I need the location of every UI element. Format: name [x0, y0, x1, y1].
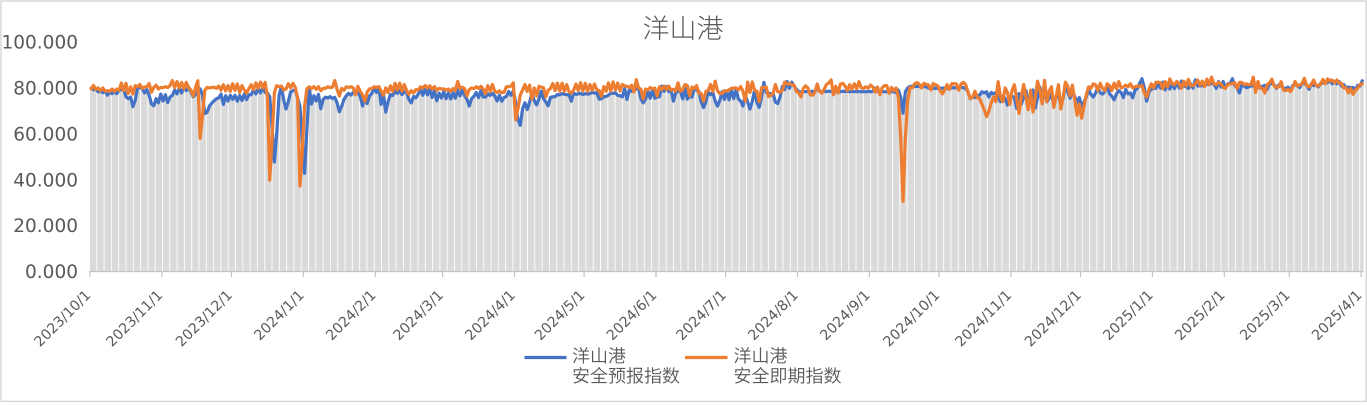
x-tick-label: 2024/2/1 [323, 288, 379, 344]
x-tick-label: 2025/4/1 [1309, 288, 1365, 344]
x-tick-label: 2025/1/1 [1100, 288, 1156, 344]
cjk-glyph-全 [752, 366, 770, 384]
series-line-spot [89, 75, 1364, 204]
x-tick-label: 2025/2/1 [1172, 288, 1228, 344]
y-tick-label: 0.000 [25, 262, 78, 283]
cjk-glyph-全 [590, 366, 608, 384]
legend-label-line1 [572, 347, 626, 364]
cjk-glyph-山 [753, 347, 768, 364]
cjk-glyph-洋 [643, 15, 669, 40]
y-tick-label: 80.000 [13, 78, 78, 99]
cjk-glyph-港 [697, 15, 723, 40]
y-tick-label: 60.000 [13, 124, 78, 145]
cjk-glyph-数 [662, 367, 680, 384]
x-tick-label: 2024/11/1 [952, 288, 1015, 351]
x-tick-label: 2024/3/1 [391, 288, 447, 344]
cjk-glyph-安 [573, 367, 589, 384]
y-tick-label: 100.000 [1, 33, 78, 54]
x-tick-label: 2024/6/1 [604, 288, 660, 344]
legend-label-line1 [734, 347, 788, 364]
cjk-glyph-报 [626, 367, 644, 384]
x-tick-label: 2023/11/1 [103, 288, 166, 351]
x-axis-labels: 2023/10/1 2023/11/1 2023/12/1 2024/1/1 2024/… [32, 288, 1366, 351]
y-tick-label: 20.000 [13, 216, 78, 237]
cjk-glyph-山 [591, 347, 607, 364]
legend-label-line2 [573, 366, 680, 384]
cjk-glyph-预 [608, 367, 626, 384]
x-axis [89, 270, 1364, 277]
cjk-glyph-安 [734, 367, 751, 384]
legend [524, 347, 841, 384]
x-tick-label: 2025/3/1 [1237, 288, 1293, 344]
x-tick-label: 2023/10/1 [32, 288, 95, 351]
cjk-glyph-期 [788, 367, 805, 384]
cjk-glyph-指 [644, 367, 662, 384]
cjk-glyph-即 [770, 368, 786, 384]
x-tick-label: 2023/12/1 [173, 288, 236, 351]
x-tick-label: 2024/7/1 [674, 288, 730, 344]
x-tick-label: 2024/5/1 [532, 288, 588, 344]
y-axis-labels: 0.000 20.000 40.000 60.000 80.000 100.000 [1, 33, 78, 284]
cjk-glyph-指 [806, 367, 823, 384]
x-tick-label: 2024/10/1 [881, 288, 944, 351]
x-tick-label: 2024/12/1 [1022, 288, 1085, 351]
cjk-glyph-数 [824, 367, 841, 384]
cjk-glyph-洋 [572, 347, 590, 364]
legend-label-line2 [734, 366, 841, 384]
x-tick-label: 2024/9/1 [817, 288, 873, 344]
y-tick-label: 40.000 [13, 170, 78, 191]
x-tick-label: 2024/1/1 [251, 288, 307, 344]
legend-item-forecast[interactable] [524, 347, 680, 384]
legend-item-spot[interactable] [685, 347, 841, 384]
cjk-glyph-洋 [734, 347, 751, 364]
x-tick-label: 2024/4/1 [462, 288, 518, 344]
cjk-glyph-港 [770, 347, 788, 364]
daily-columns-area [90, 78, 1364, 272]
x-tick-label: 2024/8/1 [745, 288, 801, 344]
cjk-glyph-山 [672, 15, 694, 40]
cjk-glyph-港 [608, 347, 626, 364]
chart-title [643, 15, 723, 40]
